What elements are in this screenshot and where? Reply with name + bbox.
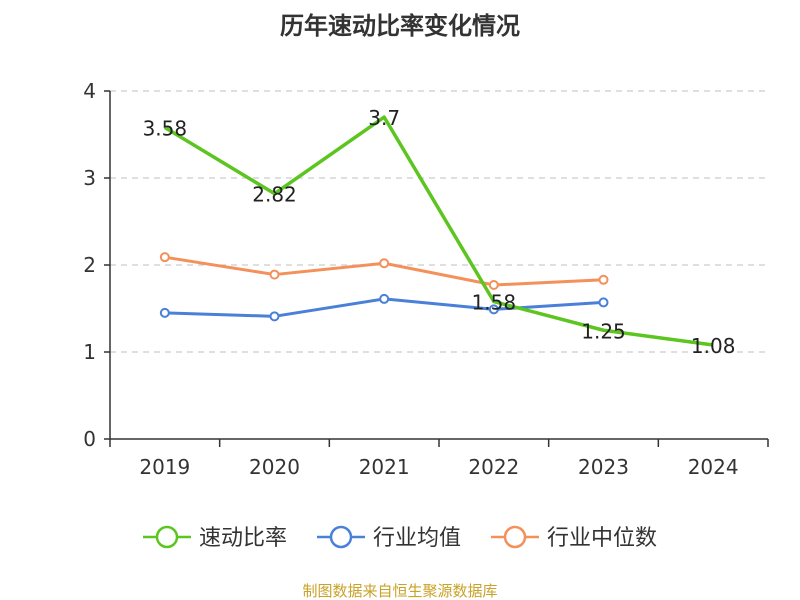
data-point bbox=[269, 269, 280, 280]
y-tick-label: 2 bbox=[83, 253, 96, 277]
legend-label: 行业中位数 bbox=[547, 526, 657, 551]
series-line bbox=[163, 115, 714, 347]
x-tick-label: 2024 bbox=[688, 455, 739, 479]
data-label: 3.58 bbox=[143, 117, 188, 141]
data-point bbox=[159, 307, 170, 318]
x-tick-label: 2023 bbox=[578, 455, 629, 479]
axes: 0 1 2 3 4 2019 2020 2021 2022 2023 2024 bbox=[83, 79, 769, 479]
legend-swatch-marker bbox=[503, 525, 527, 549]
x-tick-label: 2021 bbox=[359, 455, 410, 479]
data-point bbox=[598, 274, 609, 285]
data-label: 2.82 bbox=[252, 183, 297, 207]
data-point bbox=[488, 304, 499, 315]
data-labels: 3.58 2.82 3.7 1.58 1.25 1.08 bbox=[143, 106, 736, 358]
y-tick-label: 0 bbox=[83, 427, 96, 451]
y-tick-label: 3 bbox=[83, 166, 96, 190]
chart-title: 历年速动比率变化情况 bbox=[280, 12, 520, 40]
series-layer bbox=[159, 115, 714, 347]
x-tick-label: 2022 bbox=[468, 455, 519, 479]
data-point bbox=[598, 297, 609, 308]
legend-swatch-marker bbox=[155, 525, 179, 549]
x-tick-label: 2020 bbox=[249, 455, 300, 479]
data-point bbox=[379, 258, 390, 269]
data-point bbox=[159, 252, 170, 263]
legend-label: 速动比率 bbox=[199, 526, 287, 551]
data-label: 1.58 bbox=[472, 291, 517, 315]
data-point bbox=[269, 311, 280, 322]
legend-swatch-marker bbox=[329, 525, 353, 549]
y-tick-label: 4 bbox=[83, 79, 96, 103]
data-label: 1.08 bbox=[691, 334, 736, 358]
data-point bbox=[379, 293, 390, 304]
data-label: 3.7 bbox=[368, 106, 400, 130]
source-note: 制图数据来自恒生聚源数据库 bbox=[302, 582, 497, 600]
x-tick-label: 2019 bbox=[139, 455, 190, 479]
data-label: 1.25 bbox=[581, 319, 626, 343]
y-tick-label: 1 bbox=[83, 340, 96, 364]
data-point bbox=[488, 280, 499, 291]
legend-label: 行业均值 bbox=[373, 526, 461, 551]
legend: 速动比率 行业均值 行业中位数 bbox=[143, 525, 657, 551]
